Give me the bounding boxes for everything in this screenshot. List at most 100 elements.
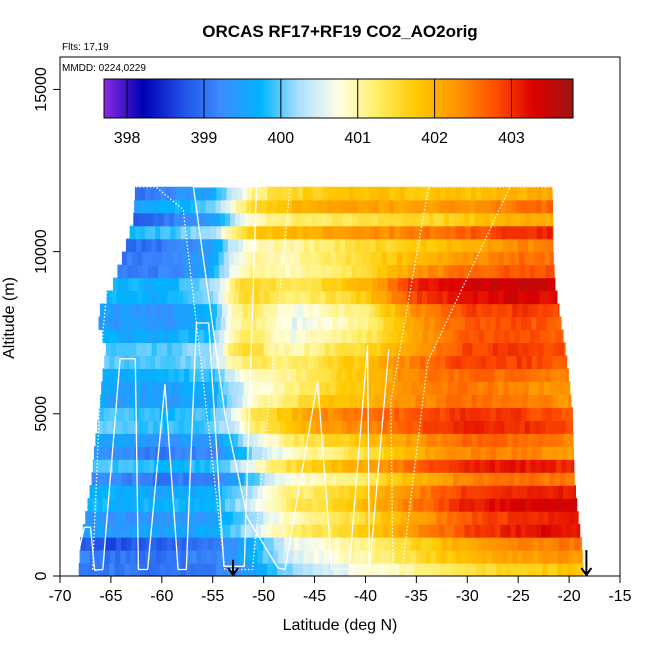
- heatmap-cell: [477, 537, 484, 551]
- heatmap-cell: [507, 433, 514, 447]
- heatmap-cell: [528, 238, 534, 253]
- heatmap-cell: [433, 329, 439, 344]
- heatmap-cell: [253, 537, 260, 551]
- heatmap-cell: [504, 498, 511, 512]
- heatmap-cell: [204, 212, 211, 227]
- heatmap-cell: [514, 264, 521, 279]
- heatmap-cell: [383, 199, 390, 214]
- heatmap-cell: [516, 446, 523, 460]
- heatmap-cell: [420, 186, 426, 201]
- heatmap-cell: [382, 212, 389, 227]
- heatmap-cell: [493, 472, 500, 486]
- heatmap-cell: [155, 550, 162, 564]
- heatmap-cell: [506, 355, 513, 369]
- heatmap-cell: [200, 225, 207, 240]
- heatmap-cell: [377, 498, 384, 512]
- heatmap-cell: [126, 381, 133, 395]
- heatmap-cell: [404, 355, 411, 369]
- heatmap-cell: [318, 355, 324, 369]
- heatmap-cell: [269, 251, 276, 266]
- heatmap-cell: [555, 368, 562, 382]
- heatmap-cell: [285, 329, 292, 344]
- heatmap-cell: [311, 368, 317, 382]
- heatmap-cell: [240, 212, 246, 227]
- heatmap-cell: [487, 238, 494, 253]
- heatmap-cell: [534, 264, 541, 279]
- heatmap-cell: [234, 420, 241, 434]
- x-tick-label: -20: [558, 588, 581, 605]
- heatmap-cell: [538, 511, 545, 525]
- heatmap-cell: [533, 238, 539, 253]
- heatmap-cell: [400, 511, 407, 525]
- heatmap-cell: [176, 433, 183, 447]
- heatmap-cell: [133, 524, 140, 538]
- heatmap-cell: [109, 485, 116, 499]
- heatmap-cell: [380, 238, 387, 253]
- heatmap-cell: [252, 485, 259, 499]
- heatmap-cell: [279, 472, 286, 486]
- heatmap-cell: [283, 511, 290, 525]
- heatmap-cell: [304, 537, 311, 551]
- heatmap-cell: [228, 251, 235, 266]
- heatmap-cell: [412, 251, 418, 266]
- heatmap-cell: [438, 212, 445, 227]
- heatmap-cell: [113, 316, 120, 331]
- heatmap-cell: [501, 485, 508, 499]
- heatmap-cell: [552, 225, 554, 240]
- heatmap-cell: [294, 537, 300, 551]
- heatmap-cell: [247, 550, 254, 564]
- heatmap-cell: [293, 485, 299, 499]
- heatmap-cell: [458, 329, 465, 344]
- heatmap-cell: [558, 394, 564, 408]
- heatmap-cell: [516, 563, 523, 577]
- heatmap-cell: [267, 303, 274, 318]
- heatmap-cell: [200, 199, 206, 214]
- heatmap-cell: [287, 563, 294, 577]
- heatmap-cell: [127, 329, 134, 344]
- heatmap-cell: [272, 225, 278, 240]
- heatmap-cell: [177, 251, 184, 266]
- heatmap-cell: [202, 342, 209, 357]
- heatmap-cell: [95, 511, 102, 525]
- heatmap-cell: [137, 329, 144, 344]
- heatmap-cell: [262, 563, 268, 577]
- heatmap-cell: [419, 316, 425, 331]
- heatmap-cell: [335, 290, 342, 305]
- heatmap-cell: [334, 394, 340, 408]
- heatmap-cell: [264, 472, 271, 486]
- heatmap-cell: [322, 524, 328, 538]
- heatmap-cell: [260, 459, 267, 473]
- heatmap-cell: [481, 303, 488, 318]
- heatmap-cell: [255, 524, 262, 538]
- heatmap-cell: [579, 537, 582, 551]
- heatmap-cell: [483, 264, 490, 279]
- heatmap-cell: [127, 472, 133, 486]
- heatmap-cell: [383, 524, 389, 538]
- heatmap-cell: [200, 446, 207, 460]
- x-tick-label: -25: [507, 588, 530, 605]
- heatmap-cell: [510, 212, 516, 227]
- heatmap-cell: [367, 498, 374, 512]
- heatmap-cell: [430, 446, 436, 460]
- heatmap-cell: [313, 303, 320, 318]
- heatmap-cell: [246, 199, 252, 214]
- heatmap-cell: [167, 381, 174, 395]
- heatmap-cell: [443, 212, 450, 227]
- heatmap-cell: [219, 277, 226, 292]
- heatmap-cell: [501, 186, 508, 201]
- heatmap-cell: [473, 420, 480, 434]
- heatmap-cell: [390, 238, 397, 253]
- heatmap-cell: [404, 407, 410, 421]
- heatmap-cell: [472, 342, 479, 357]
- heatmap-cell: [473, 472, 480, 486]
- heatmap-cell: [324, 433, 331, 447]
- heatmap-cell: [441, 537, 448, 551]
- heatmap-cell: [148, 212, 155, 227]
- heatmap-cell: [109, 563, 115, 577]
- heatmap-cell: [436, 433, 443, 447]
- heatmap-cell: [196, 550, 203, 564]
- heatmap-cell: [545, 498, 552, 512]
- heatmap-cell: [504, 264, 511, 279]
- heatmap-cell: [342, 459, 348, 473]
